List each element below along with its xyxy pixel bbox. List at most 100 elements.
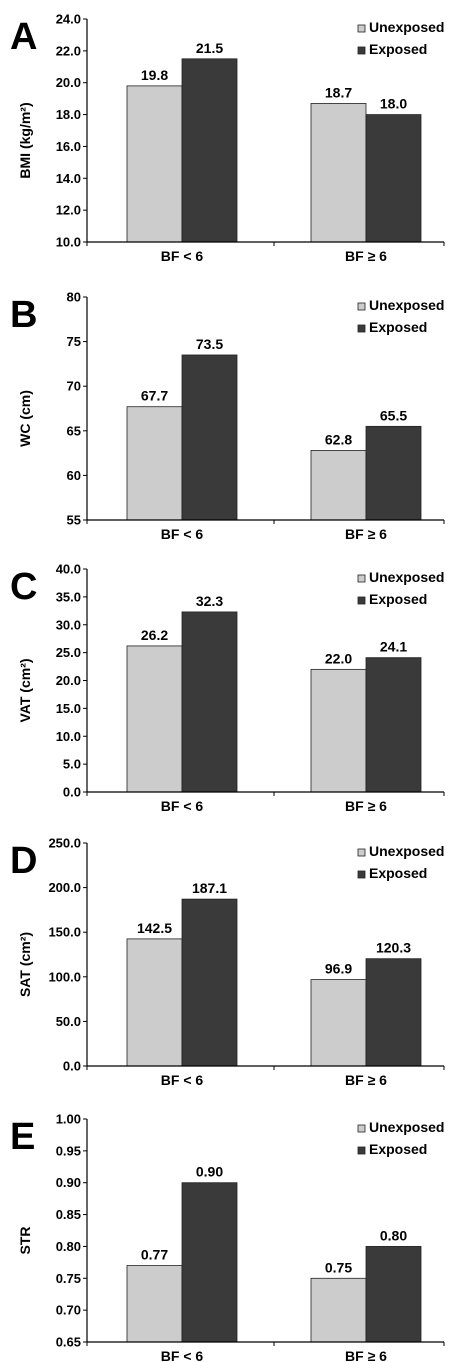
legend-label: Exposed	[369, 865, 427, 881]
chart-panel-b: B WC (cm) 67.7 73.5 BF < 6 62.8 65.5 BF ≥ 6 55 60…	[10, 290, 445, 542]
legend-label: Unexposed	[369, 569, 444, 585]
y-tick-label: 20.0	[56, 673, 81, 688]
category-label: BF < 6	[161, 798, 204, 814]
panel-letter: D	[10, 840, 37, 882]
legend-swatch-unexposed	[357, 848, 366, 857]
bar-exposed-1	[181, 58, 238, 243]
y-tick-label: 75	[67, 334, 81, 349]
y-tick-label: 65	[67, 423, 81, 438]
y-tick-label: 55	[67, 513, 81, 528]
bar-unexposed-2	[310, 450, 367, 521]
bar-exposed-2	[365, 657, 422, 793]
data-label: 24.1	[380, 639, 407, 655]
bar-exposed-2	[365, 114, 422, 243]
legend-label: Unexposed	[369, 843, 444, 859]
data-label: 21.5	[196, 40, 223, 56]
y-tick-label: 50.0	[56, 1014, 81, 1029]
legend-label: Exposed	[369, 591, 427, 607]
category-label: BF < 6	[161, 1348, 204, 1362]
bar-unexposed-2	[310, 668, 367, 793]
legend-label: Unexposed	[369, 19, 444, 35]
y-tick-label: 24.0	[56, 12, 81, 27]
y-tick-label: 1.00	[56, 1112, 81, 1127]
legend-label: Unexposed	[369, 297, 444, 313]
y-tick-label: 100.0	[48, 969, 81, 984]
data-label: 22.0	[325, 650, 352, 666]
bar-unexposed-1	[126, 1265, 183, 1343]
data-label: 0.75	[325, 1259, 352, 1275]
legend-swatch-exposed	[357, 46, 366, 55]
data-label: 67.7	[141, 388, 168, 404]
y-tick-label: 10.0	[56, 235, 81, 250]
bar-unexposed-2	[310, 1277, 367, 1343]
y-tick-label: 0.75	[56, 1271, 81, 1286]
legend-swatch-exposed	[357, 870, 366, 879]
legend-label: Exposed	[369, 1141, 427, 1157]
y-tick-label: 60	[67, 468, 81, 483]
data-label: 73.5	[196, 336, 223, 352]
data-label: 62.8	[325, 431, 352, 447]
chart-panel-c: C VAT (cm²) 26.2 32.3 BF < 6 22.0 24.1 BF ≥ 6 0.…	[10, 562, 445, 814]
y-tick-label: 0.0	[63, 1059, 81, 1074]
y-tick-label: 10.0	[56, 729, 81, 744]
bar-exposed-2	[365, 425, 422, 521]
y-tick-label: 200.0	[48, 880, 81, 895]
category-label: BF ≥ 6	[345, 526, 387, 542]
data-label: 65.5	[380, 407, 407, 423]
y-tick-label: 16.0	[56, 139, 81, 154]
data-label: 96.9	[325, 961, 352, 977]
legend-swatch-unexposed	[357, 574, 366, 583]
panel-letter: B	[10, 294, 37, 336]
data-label: 0.90	[196, 1164, 223, 1180]
y-tick-label: 0.80	[56, 1239, 81, 1254]
panel-letter: C	[10, 566, 37, 608]
legend-swatch-unexposed	[357, 302, 366, 311]
y-tick-label: 0.95	[56, 1143, 81, 1158]
data-label: 26.2	[141, 627, 168, 643]
y-tick-label: 20.0	[56, 75, 81, 90]
y-tick-label: 80	[67, 290, 81, 305]
legend-swatch-exposed	[357, 324, 366, 333]
legend-label: Exposed	[369, 319, 427, 335]
data-label: 19.8	[141, 67, 168, 83]
y-tick-label: 35.0	[56, 589, 81, 604]
panel-letter: A	[10, 16, 37, 58]
category-label: BF < 6	[161, 1072, 204, 1088]
y-tick-label: 30.0	[56, 617, 81, 632]
data-label: 0.77	[141, 1247, 168, 1263]
y-tick-label: 150.0	[48, 925, 81, 940]
y-axis-label: VAT (cm²)	[17, 658, 33, 722]
data-label: 18.7	[325, 84, 352, 100]
legend-swatch-exposed	[357, 596, 366, 605]
category-label: BF ≥ 6	[345, 798, 387, 814]
y-tick-label: 40.0	[56, 562, 81, 577]
y-tick-label: 0.90	[56, 1175, 81, 1190]
category-label: BF ≥ 6	[345, 1072, 387, 1088]
y-tick-label: 0.70	[56, 1303, 81, 1318]
y-tick-label: 5.0	[63, 757, 81, 772]
y-tick-label: 15.0	[56, 701, 81, 716]
y-axis-label: SAT (cm²)	[17, 932, 33, 997]
category-label: BF ≥ 6	[345, 248, 387, 264]
bar-exposed-2	[365, 1246, 422, 1343]
bar-exposed-1	[181, 354, 238, 521]
y-tick-label: 14.0	[56, 171, 81, 186]
data-label: 18.0	[380, 96, 407, 112]
bar-unexposed-1	[126, 406, 183, 521]
y-tick-label: 18.0	[56, 107, 81, 122]
chart-panel-a: A BMI (kg/m²) 19.8 21.5 BF < 6 18.7 18.0 BF ≥ 6…	[10, 12, 445, 264]
bar-unexposed-2	[310, 103, 367, 243]
data-label: 0.80	[380, 1227, 407, 1243]
data-label: 32.3	[196, 593, 223, 609]
data-label: 187.1	[192, 880, 227, 896]
bar-unexposed-1	[126, 645, 183, 793]
y-tick-label: 0.65	[56, 1335, 81, 1350]
panel-letter: E	[10, 1116, 35, 1158]
y-axis-label: STR	[17, 1227, 33, 1255]
legend-swatch-unexposed	[357, 24, 366, 33]
data-label: 142.5	[137, 920, 172, 936]
y-tick-label: 25.0	[56, 645, 81, 660]
y-tick-label: 0.0	[63, 785, 81, 800]
y-tick-label: 70	[67, 379, 81, 394]
